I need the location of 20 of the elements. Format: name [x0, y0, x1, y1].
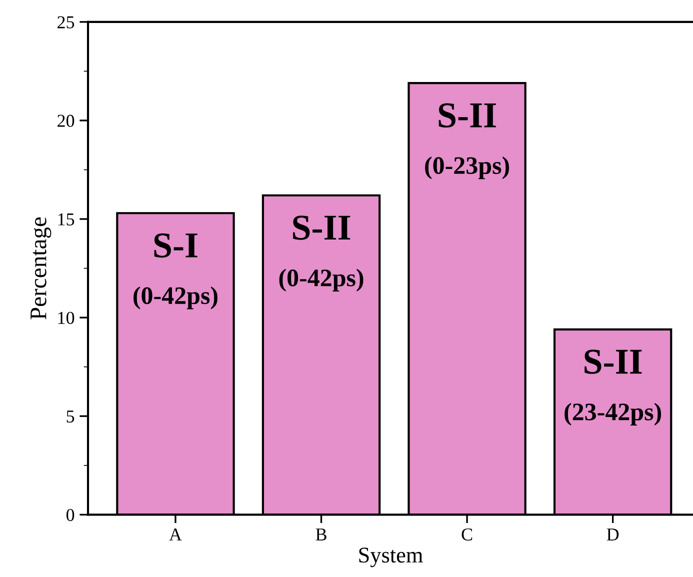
x-tick-label: B: [316, 528, 326, 540]
annotation: (0-42ps): [134, 286, 218, 310]
x-axis-title: System: [359, 548, 423, 568]
annotation: (0-23ps): [425, 156, 509, 180]
annotation: S-I: [154, 233, 198, 258]
annotation: (23-42ps): [564, 402, 662, 426]
annotation: (0-42ps): [279, 268, 364, 292]
y-tick-label: 20: [58, 114, 74, 127]
y-tick-label: 5: [66, 410, 74, 423]
x-tick-label: A: [169, 528, 182, 540]
x-tick-label: D: [606, 528, 619, 540]
y-tick-label: 25: [58, 16, 74, 28]
y-tick-label: 15: [58, 213, 74, 226]
y-axis-title: Percentage: [30, 217, 52, 320]
y-tick-label: 0: [66, 508, 74, 522]
annotation: S-II: [293, 216, 350, 240]
x-tick-label: C: [462, 528, 472, 541]
y-tick-label: 10: [58, 312, 74, 324]
annotation: S-II: [584, 350, 642, 374]
annotation: S-II: [438, 103, 496, 128]
